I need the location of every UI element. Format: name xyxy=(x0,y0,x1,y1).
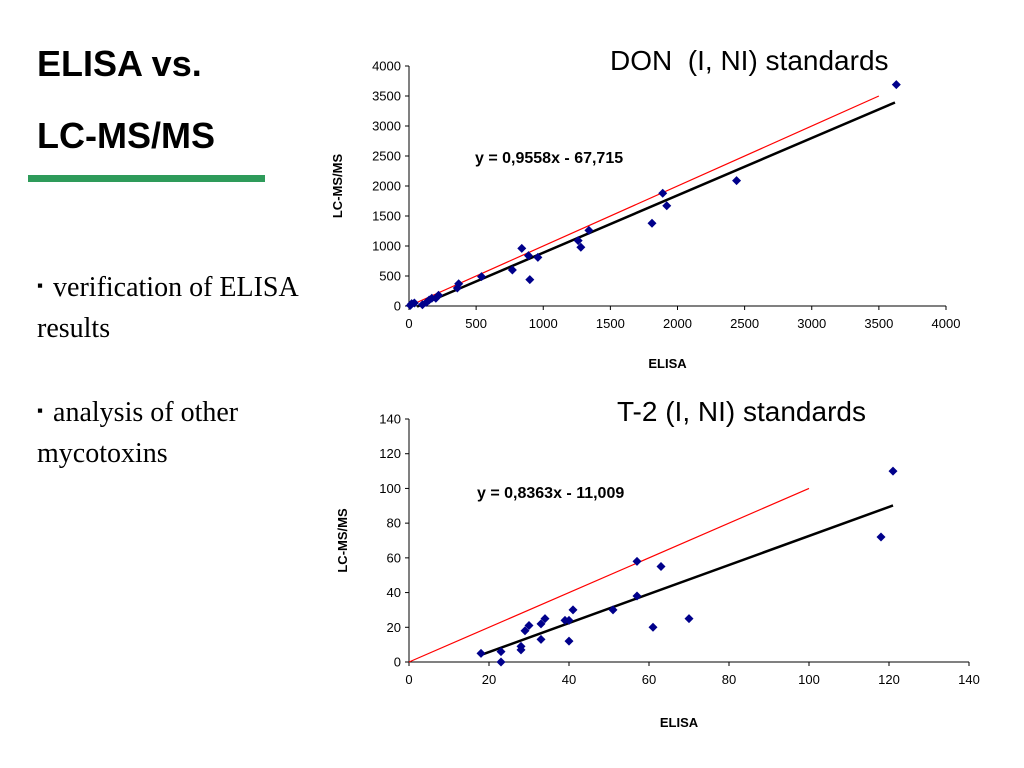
x-tick-label: 2000 xyxy=(663,316,692,331)
y-tick-label: 20 xyxy=(387,620,401,635)
x-tick-label: 1000 xyxy=(529,316,558,331)
y-tick-label: 500 xyxy=(379,269,401,284)
data-point xyxy=(732,176,742,186)
y-tick-label: 60 xyxy=(387,550,401,565)
title-accent-bar xyxy=(28,175,265,182)
data-point xyxy=(656,562,666,572)
x-tick-label: 2500 xyxy=(730,316,759,331)
data-point xyxy=(891,80,901,90)
bullet-text: analysis of other mycotoxins xyxy=(37,397,239,469)
x-tick-label: 120 xyxy=(878,672,900,687)
data-point xyxy=(576,242,586,252)
y-tick-label: 140 xyxy=(379,412,401,427)
y-tick-label: 80 xyxy=(387,516,401,531)
y-tick-label: 1500 xyxy=(372,209,401,224)
y-tick-label: 3000 xyxy=(372,119,401,134)
reference-line xyxy=(408,95,880,307)
x-tick-label: 500 xyxy=(465,316,487,331)
x-tick-label: 20 xyxy=(482,672,496,687)
y-tick-label: 0 xyxy=(394,655,401,670)
chart-title-don: DON (I, NI) standards xyxy=(610,45,889,76)
data-point xyxy=(662,201,672,211)
data-point xyxy=(434,290,444,300)
data-point xyxy=(540,614,550,624)
data-point xyxy=(573,236,583,246)
data-point xyxy=(507,265,517,275)
data-point xyxy=(496,657,506,667)
y-tick-label: 100 xyxy=(379,481,401,496)
data-point xyxy=(876,532,886,542)
data-point xyxy=(476,272,486,282)
data-point xyxy=(684,614,694,624)
x-tick-label: 0 xyxy=(405,316,412,331)
data-point xyxy=(454,279,464,289)
x-tick-label: 3500 xyxy=(864,316,893,331)
trendline-equation: y = 0,9558x - 67,715 xyxy=(475,150,623,167)
x-axis-label: ELISA xyxy=(648,356,687,371)
data-point xyxy=(533,252,543,262)
y-tick-label: 0 xyxy=(394,299,401,314)
bullet-item: ▪ analysis of other mycotoxins xyxy=(37,390,307,474)
data-point xyxy=(536,634,546,644)
y-tick-label: 4000 xyxy=(372,59,401,74)
square-bullet-icon: ▪ xyxy=(37,401,44,420)
x-tick-label: 4000 xyxy=(932,316,961,331)
bullet-text: verification of ELISA results xyxy=(37,272,298,344)
y-axis-label: LC-MS/MS xyxy=(330,154,345,219)
bullet-item: ▪ verification of ELISA results xyxy=(37,265,307,349)
y-axis-label: LC-MS/MS xyxy=(335,508,350,573)
data-point xyxy=(520,626,530,636)
x-tick-label: 140 xyxy=(958,672,980,687)
square-bullet-icon: ▪ xyxy=(37,276,44,295)
data-point xyxy=(523,251,533,261)
data-point xyxy=(564,636,574,646)
x-tick-label: 0 xyxy=(405,672,412,687)
y-tick-label: 2000 xyxy=(372,179,401,194)
slide-title-line-2: LC-MS/MS xyxy=(37,115,215,156)
data-point xyxy=(888,466,898,476)
x-tick-label: 80 xyxy=(722,672,736,687)
y-tick-label: 2500 xyxy=(372,149,401,164)
trendline xyxy=(480,504,894,657)
data-point xyxy=(632,556,642,566)
reference-line xyxy=(408,487,810,663)
data-point xyxy=(409,298,419,308)
y-tick-label: 1000 xyxy=(372,239,401,254)
trendline-equation: y = 0,8363x - 11,009 xyxy=(477,485,624,502)
y-tick-label: 40 xyxy=(387,585,401,600)
x-axis-label: ELISA xyxy=(660,715,699,730)
data-point xyxy=(496,647,506,657)
chart-title-t2: T-2 (I, NI) standards xyxy=(617,396,866,427)
data-point xyxy=(476,648,486,658)
x-tick-label: 3000 xyxy=(797,316,826,331)
data-point xyxy=(584,225,594,235)
trendline xyxy=(416,101,896,308)
data-point xyxy=(658,188,668,198)
data-point xyxy=(632,591,642,601)
data-point xyxy=(568,605,578,615)
x-tick-label: 60 xyxy=(642,672,656,687)
x-tick-label: 100 xyxy=(798,672,820,687)
x-tick-label: 40 xyxy=(562,672,576,687)
data-point xyxy=(524,621,534,631)
data-point xyxy=(608,605,618,615)
data-point xyxy=(536,619,546,629)
data-point xyxy=(516,641,526,651)
slide-title-line-1: ELISA vs. xyxy=(37,43,202,84)
data-point xyxy=(517,243,527,253)
data-point xyxy=(525,275,535,285)
y-tick-label: 3500 xyxy=(372,89,401,104)
data-point xyxy=(647,218,657,228)
data-point xyxy=(564,615,574,625)
x-tick-label: 1500 xyxy=(596,316,625,331)
data-point xyxy=(648,622,658,632)
y-tick-label: 120 xyxy=(379,446,401,461)
